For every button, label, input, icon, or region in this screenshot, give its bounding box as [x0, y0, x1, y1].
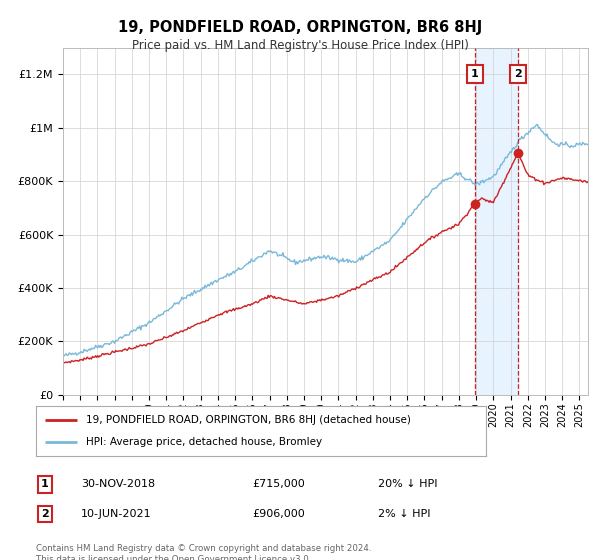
Text: HPI: Average price, detached house, Bromley: HPI: Average price, detached house, Brom…	[86, 437, 322, 447]
Text: 19, PONDFIELD ROAD, ORPINGTON, BR6 8HJ: 19, PONDFIELD ROAD, ORPINGTON, BR6 8HJ	[118, 20, 482, 35]
Text: Contains HM Land Registry data © Crown copyright and database right 2024.
This d: Contains HM Land Registry data © Crown c…	[36, 544, 371, 560]
Text: 2% ↓ HPI: 2% ↓ HPI	[378, 509, 431, 519]
Text: £906,000: £906,000	[252, 509, 305, 519]
Text: £715,000: £715,000	[252, 479, 305, 489]
Text: 20% ↓ HPI: 20% ↓ HPI	[378, 479, 437, 489]
Text: 10-JUN-2021: 10-JUN-2021	[81, 509, 152, 519]
Text: Price paid vs. HM Land Registry's House Price Index (HPI): Price paid vs. HM Land Registry's House …	[131, 39, 469, 52]
Text: 19, PONDFIELD ROAD, ORPINGTON, BR6 8HJ (detached house): 19, PONDFIELD ROAD, ORPINGTON, BR6 8HJ (…	[86, 415, 410, 425]
Text: 30-NOV-2018: 30-NOV-2018	[81, 479, 155, 489]
Text: 2: 2	[41, 509, 49, 519]
Text: 1: 1	[471, 69, 479, 80]
Text: 1: 1	[41, 479, 49, 489]
Bar	[475, 48, 518, 395]
Text: 2: 2	[514, 69, 522, 80]
